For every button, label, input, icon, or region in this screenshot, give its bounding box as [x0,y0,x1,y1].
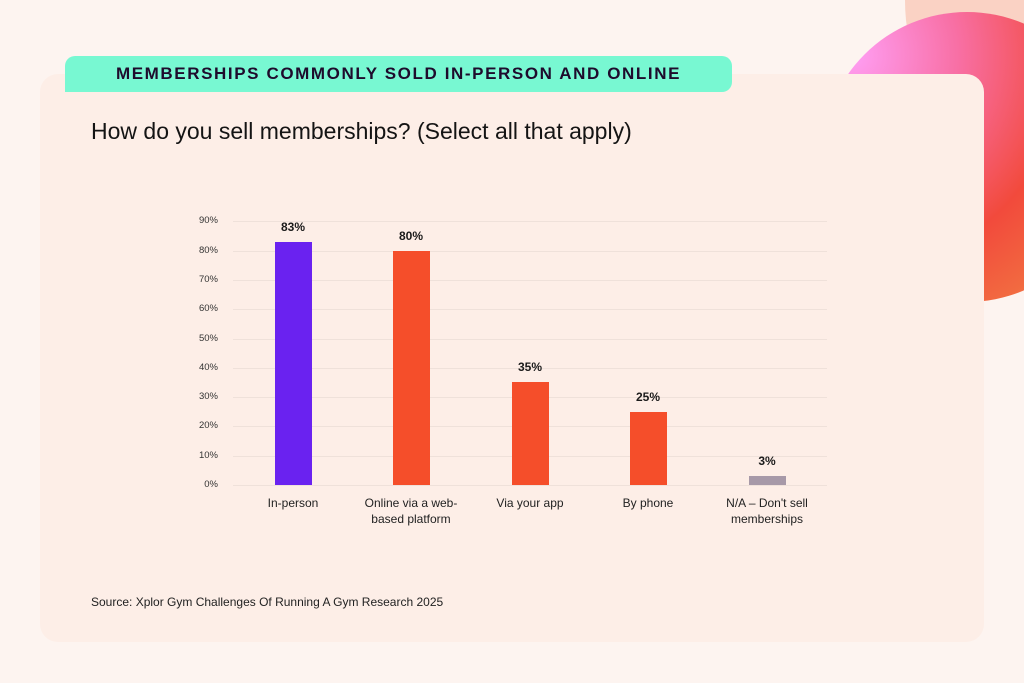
gridline [233,279,827,281]
x-label-line: Online via a web- [364,496,458,510]
bar [629,411,667,485]
y-tick-label: 60% [198,303,218,315]
gridline [233,221,827,223]
y-tick-label: 0% [204,479,218,490]
bar-value-label: 3% [758,454,776,469]
y-tick-label: 80% [198,244,218,256]
bar [392,250,430,485]
y-tick-label: 90% [198,215,218,227]
x-label-line: N/A – Don't sell [726,496,808,510]
x-axis-label: N/A – Don't sell memberships [702,495,832,527]
bar [274,241,312,485]
bar-value-label: 80% [398,228,424,243]
gridline [233,485,827,486]
chart-card [40,74,984,642]
gridline [233,367,827,369]
x-label-line: By phone [622,496,674,510]
y-tick-label: 10% [198,449,218,461]
x-axis-label: Online via a web-based platform [346,495,476,527]
chart-question-title: How do you sell memberships? (Select all… [91,118,632,144]
bar-value-label: 83% [280,219,306,234]
gridline [233,250,827,252]
x-axis-label: In-person [228,495,358,511]
x-label-line: Via your app [496,496,564,510]
y-tick-label: 30% [198,391,218,403]
x-label-line: based platform [371,512,451,526]
y-tick-label: 20% [198,420,218,432]
y-tick-label: 50% [198,332,218,344]
bar [748,476,786,485]
bar [511,382,549,485]
gridline [233,309,827,311]
y-tick-label: 40% [198,361,218,373]
section-title-pill: MEMBERSHIPS COMMONLY SOLD IN-PERSON AND … [65,56,732,92]
x-axis-label: By phone [583,495,713,511]
gridline [233,338,827,340]
x-axis-label: Via your app [465,495,595,511]
x-label-line: memberships [730,512,804,526]
bar-value-label: 25% [635,389,661,404]
bar-value-label: 35% [517,360,543,375]
source-note: Source: Xplor Gym Challenges Of Running … [91,595,444,609]
x-label-line: In-person [267,496,319,510]
y-tick-label: 70% [198,273,218,285]
